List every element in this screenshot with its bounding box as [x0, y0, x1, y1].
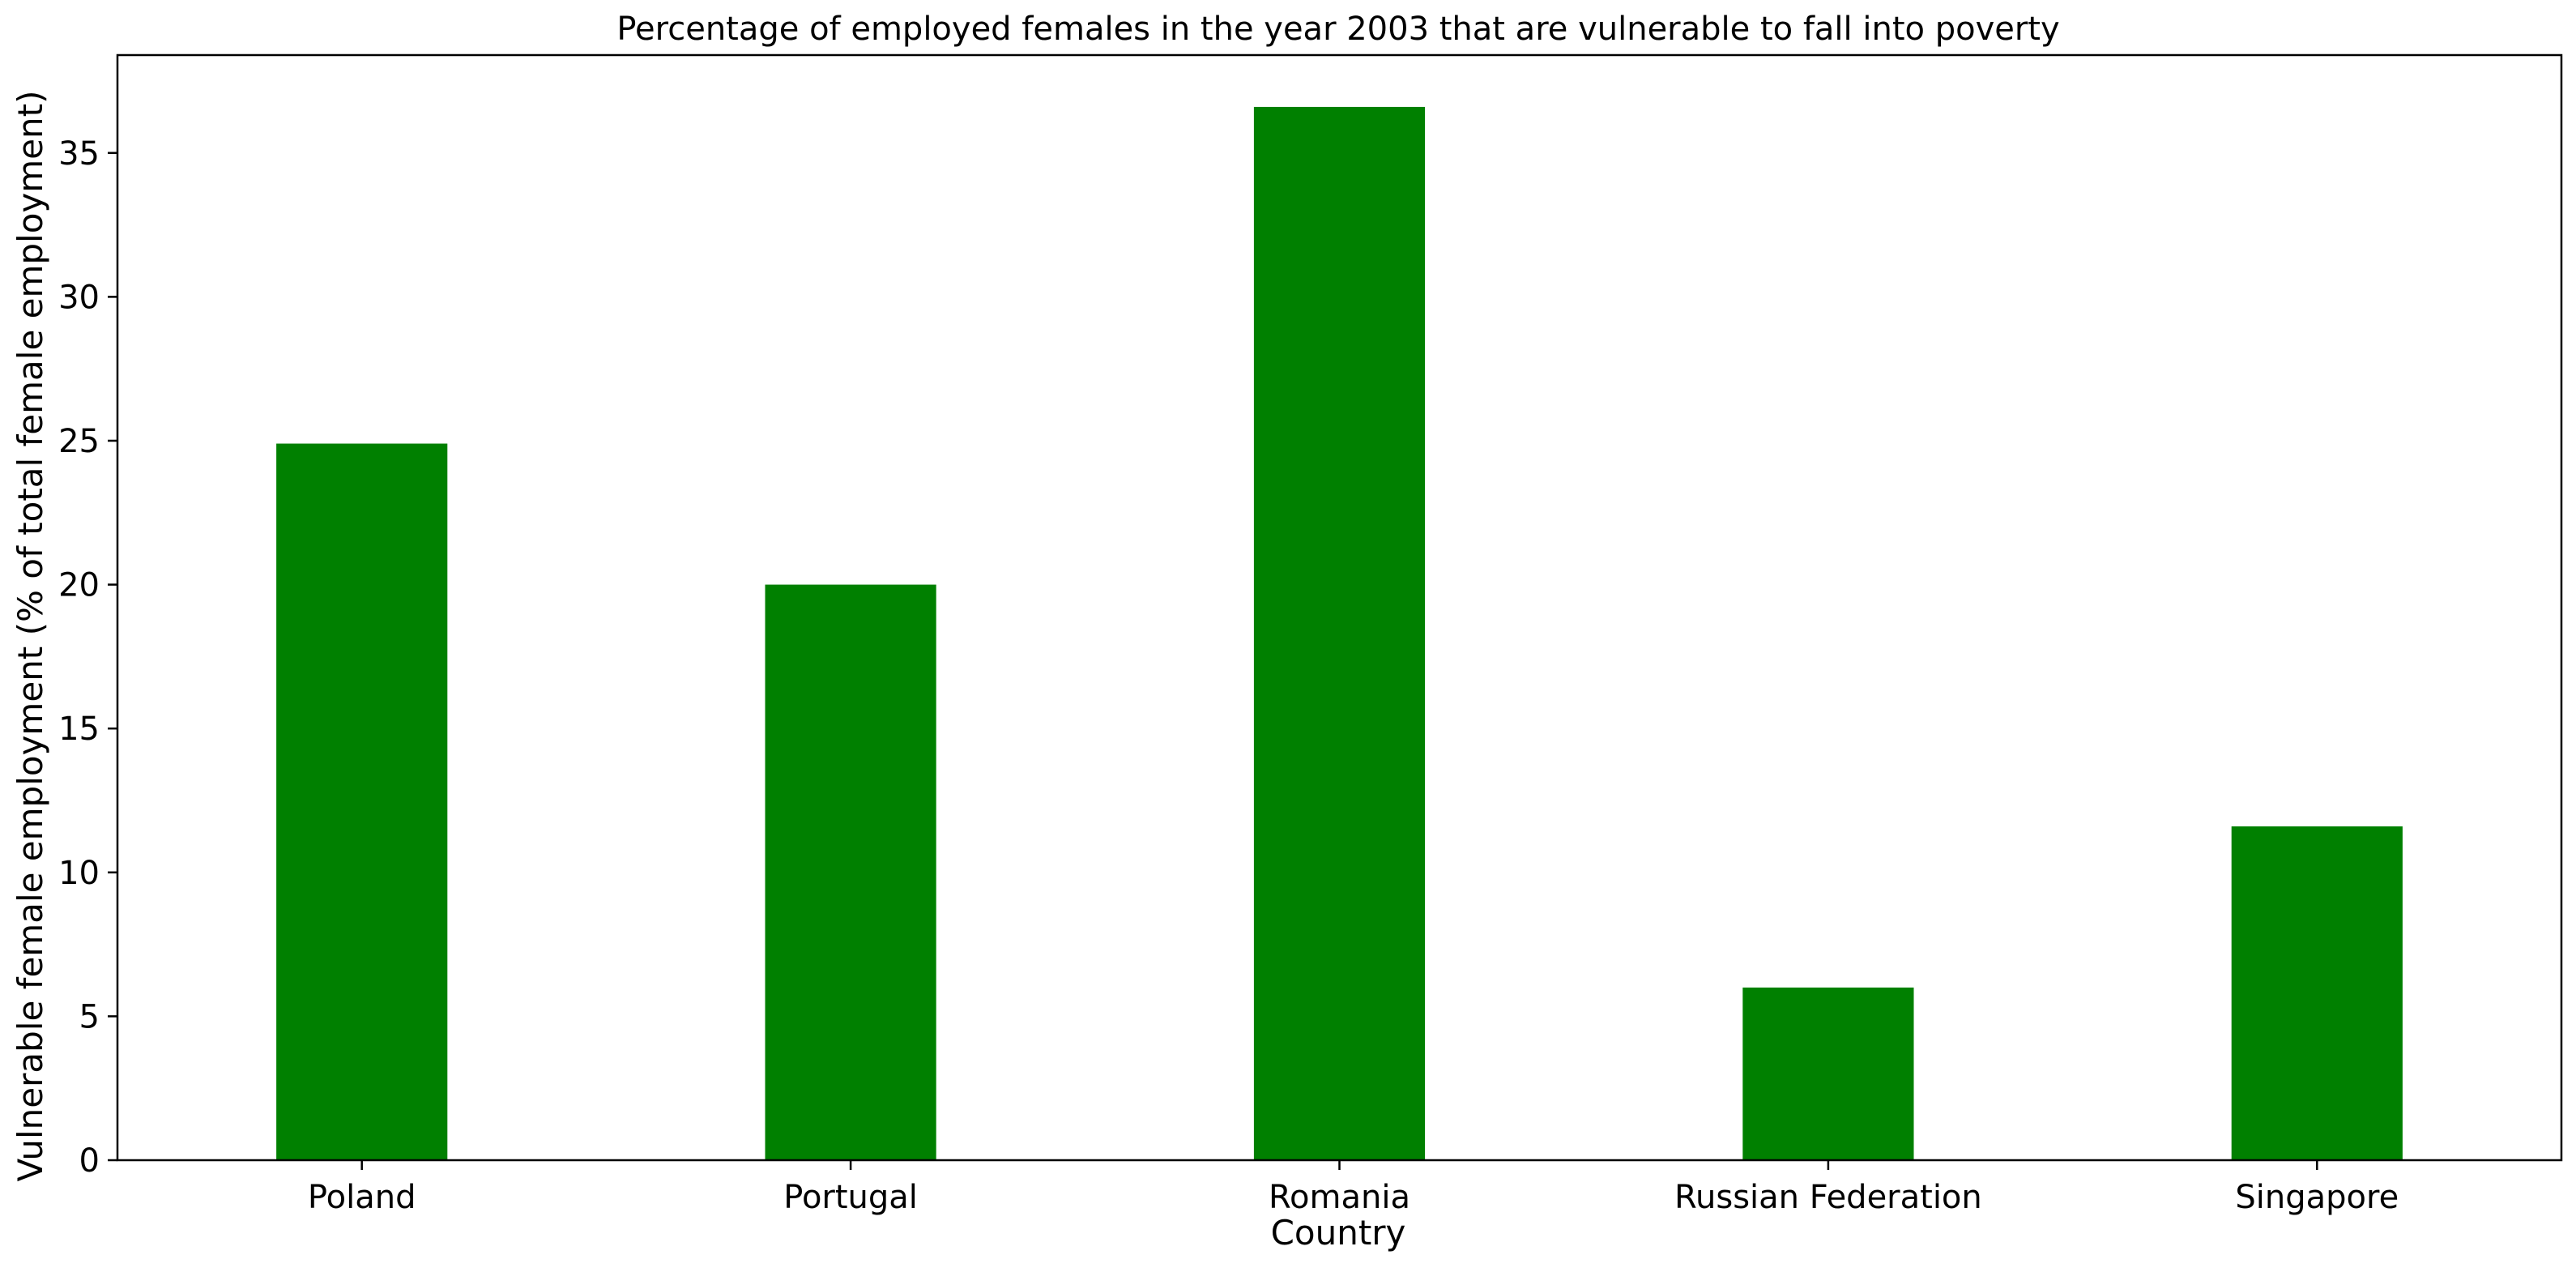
- y-axis-label: Vulnerable female employment (% of total…: [11, 91, 50, 1182]
- y-tick-label: 0: [79, 1142, 100, 1180]
- y-tick-label: 10: [58, 855, 100, 892]
- bar-russian-federation: [1742, 987, 1914, 1161]
- x-axis-label: Country: [1271, 1213, 1406, 1253]
- plot-area: 0 5 10 15 20 25 30 35 Poland Portugal Romania Russi…: [58, 53, 2563, 1216]
- bar-portugal: [765, 584, 936, 1160]
- bar-singapore: [2231, 826, 2403, 1160]
- x-tick-label: Russian Federation: [1674, 1179, 1982, 1216]
- x-tick-label: Poland: [308, 1179, 416, 1216]
- y-tick-label: 35: [58, 135, 100, 173]
- y-tick-label: 30: [58, 279, 100, 316]
- bar-poland: [276, 443, 448, 1160]
- x-tick-label: Singapore: [2235, 1179, 2399, 1216]
- x-tick-label: Portugal: [783, 1179, 918, 1216]
- x-tick-label: Romania: [1269, 1179, 1410, 1216]
- y-tick-label: 5: [79, 998, 100, 1035]
- bar-romania: [1253, 106, 1426, 1161]
- y-tick-label: 20: [58, 567, 100, 604]
- y-tick-label: 15: [58, 711, 100, 748]
- y-tick-label: 25: [58, 423, 100, 460]
- chart-title: Percentage of employed females in the ye…: [616, 11, 2059, 48]
